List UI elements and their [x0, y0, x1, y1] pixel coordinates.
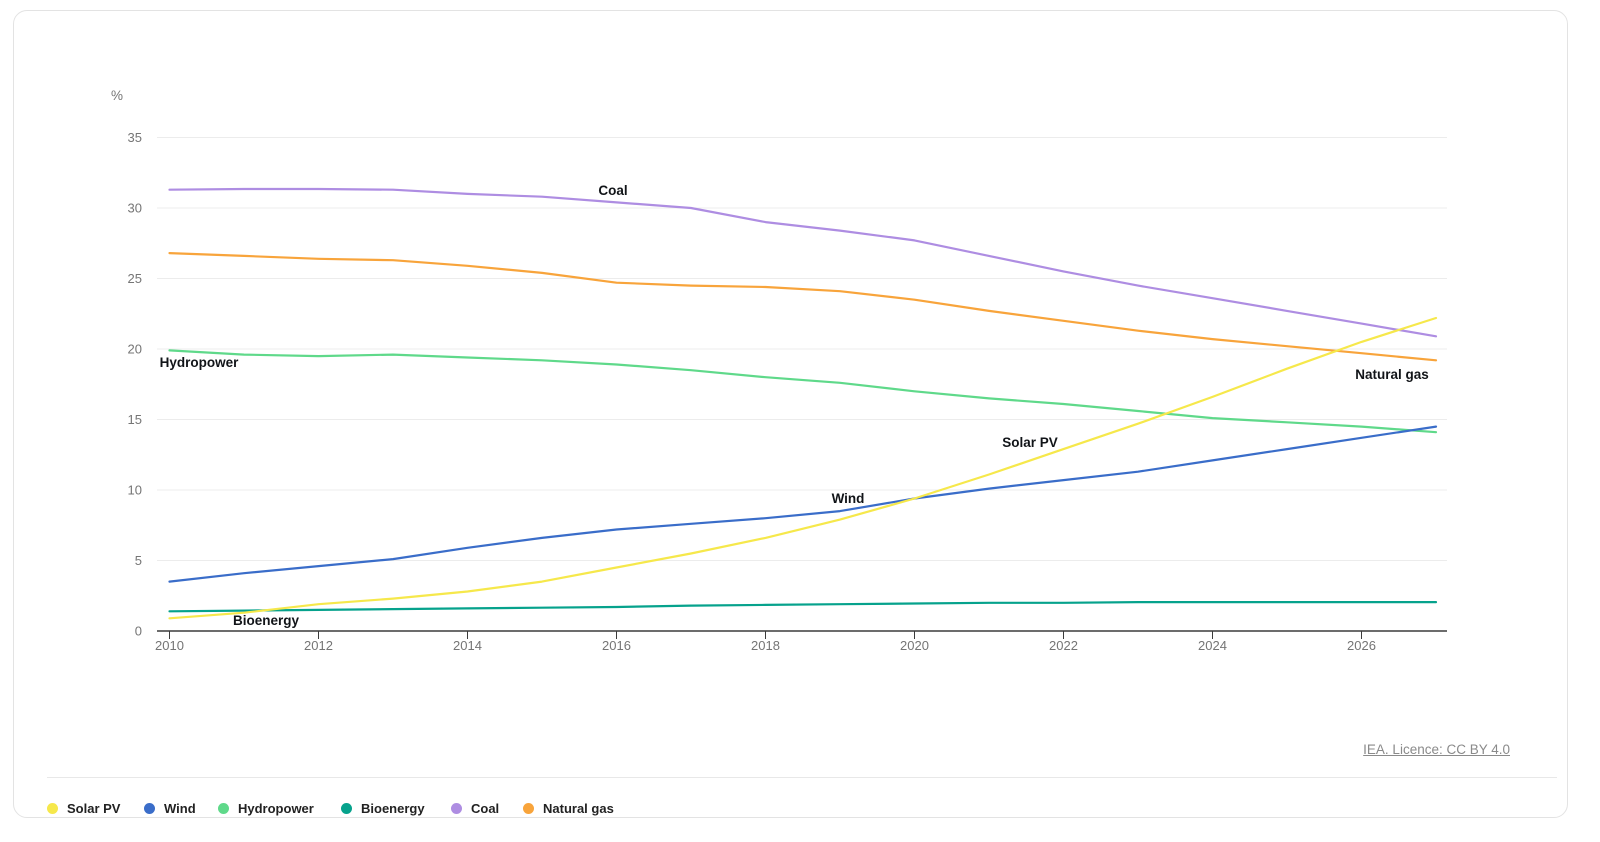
- legend-dot-wind: [144, 803, 155, 814]
- y-tick-label: 25: [128, 271, 142, 286]
- legend-dot-solar-pv: [47, 803, 58, 814]
- legend-item-bioenergy[interactable]: Bioenergy: [341, 801, 425, 816]
- x-tick-label: 2016: [602, 638, 631, 653]
- series-label-coal: Coal: [598, 183, 627, 198]
- chart-legend: Solar PV Wind Hydropower Bioenergy Coal Natur…: [14, 801, 1600, 821]
- series-label-bioenergy: Bioenergy: [233, 613, 300, 628]
- y-tick-label: 15: [128, 412, 142, 427]
- series-line-solar-pv[interactable]: [170, 318, 1437, 618]
- legend-item-solar-pv[interactable]: Solar PV: [47, 801, 120, 816]
- chart-card: % 05101520253035201020122014201620182020…: [13, 10, 1568, 818]
- y-tick-label: 20: [128, 342, 142, 357]
- legend-item-wind[interactable]: Wind: [144, 801, 196, 816]
- series-label-natural-gas: Natural gas: [1355, 367, 1429, 382]
- legend-label-bioenergy: Bioenergy: [361, 801, 425, 816]
- x-tick-label: 2024: [1198, 638, 1227, 653]
- x-tick-label: 2020: [900, 638, 929, 653]
- legend-dot-coal: [451, 803, 462, 814]
- x-tick-label: 2012: [304, 638, 333, 653]
- series-line-bioenergy[interactable]: [170, 602, 1437, 611]
- y-tick-label: 35: [128, 130, 142, 145]
- legend-dot-hydropower: [218, 803, 229, 814]
- x-tick-label: 2022: [1049, 638, 1078, 653]
- x-tick-label: 2010: [155, 638, 184, 653]
- legend-item-coal[interactable]: Coal: [451, 801, 499, 816]
- legend-label-solar-pv: Solar PV: [67, 801, 120, 816]
- legend-item-natural-gas[interactable]: Natural gas: [523, 801, 614, 816]
- y-tick-label: 5: [135, 553, 142, 568]
- series-label-wind: Wind: [832, 491, 865, 506]
- legend-item-hydropower[interactable]: Hydropower: [218, 801, 314, 816]
- legend-divider: [47, 777, 1557, 778]
- x-tick-label: 2026: [1347, 638, 1376, 653]
- licence-link[interactable]: IEA. Licence: CC BY 4.0: [1363, 742, 1510, 757]
- series-label-hydropower: Hydropower: [160, 355, 240, 370]
- series-line-coal[interactable]: [170, 189, 1437, 336]
- line-chart: 0 5 10 15 20 25 30 35 2010 2012 2014 2016 2018 2020 20…: [14, 11, 1600, 842]
- series-line-natural-gas[interactable]: [170, 253, 1437, 360]
- legend-dot-bioenergy: [341, 803, 352, 814]
- legend-label-hydropower: Hydropower: [238, 801, 314, 816]
- x-tick-label: 2014: [453, 638, 482, 653]
- y-tick-label: 10: [128, 483, 142, 498]
- series-line-wind[interactable]: [170, 427, 1437, 582]
- x-tick-label: 2018: [751, 638, 780, 653]
- legend-label-coal: Coal: [471, 801, 499, 816]
- y-tick-label: 0: [135, 624, 142, 639]
- y-tick-label: 30: [128, 201, 142, 216]
- legend-label-natural-gas: Natural gas: [543, 801, 614, 816]
- legend-label-wind: Wind: [164, 801, 196, 816]
- series-label-solar-pv: Solar PV: [1002, 435, 1058, 450]
- legend-dot-natural-gas: [523, 803, 534, 814]
